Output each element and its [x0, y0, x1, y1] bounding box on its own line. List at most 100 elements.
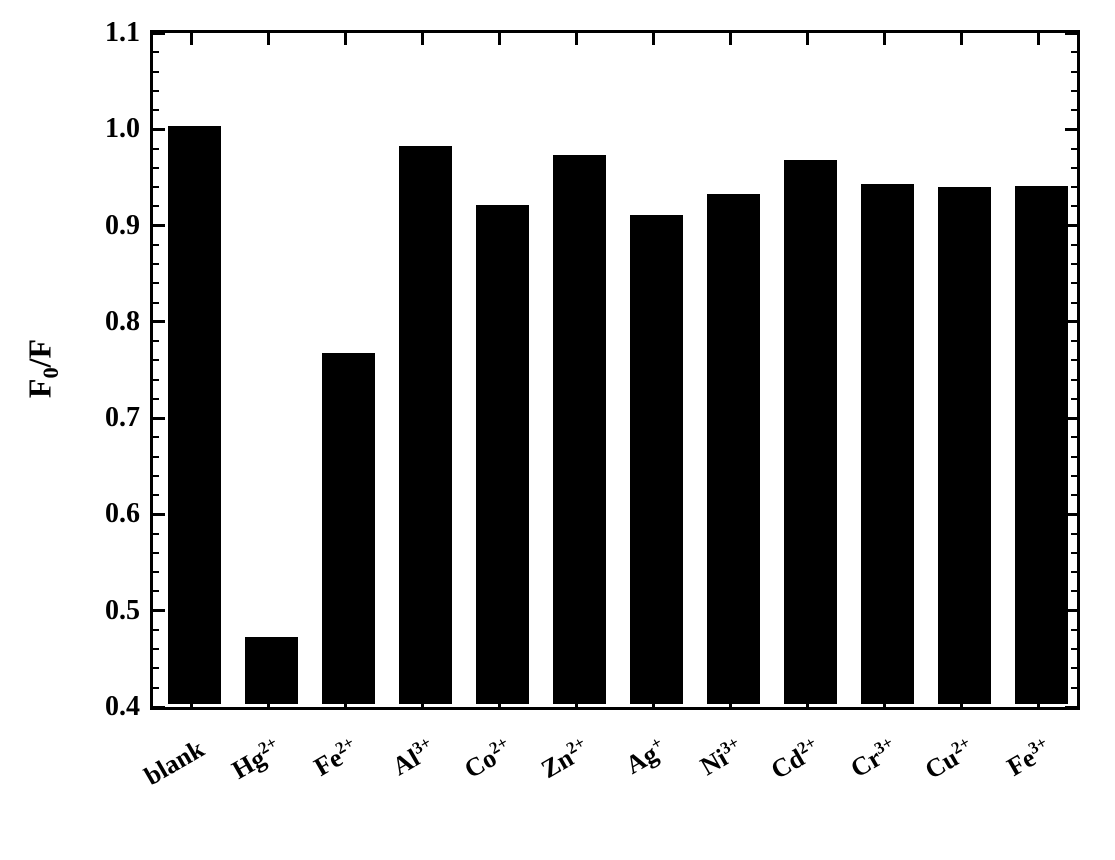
- y-tick-minor: [153, 533, 159, 535]
- x-tick-major: [806, 695, 809, 707]
- chart-container: F0/F 0.40.50.60.70.80.91.01.1 blankHg2+F…: [0, 0, 1115, 846]
- bar: [1015, 186, 1069, 704]
- y-tick-major: [153, 417, 165, 420]
- y-tick-major: [153, 513, 165, 516]
- x-tick-major: [267, 695, 270, 707]
- bar: [784, 160, 838, 704]
- bar: [245, 637, 299, 704]
- y-tick-minor: [153, 205, 159, 207]
- y-tick-major: [1065, 706, 1077, 709]
- y-tick-minor: [153, 379, 159, 381]
- bar: [938, 187, 992, 704]
- x-tick-major: [575, 33, 578, 45]
- bar: [630, 215, 684, 704]
- x-tick-major: [498, 695, 501, 707]
- y-tick-minor: [1071, 590, 1077, 592]
- y-tick-minor: [153, 51, 159, 53]
- x-tick-major: [575, 695, 578, 707]
- y-tick-major: [1065, 609, 1077, 612]
- y-tick-minor: [1071, 167, 1077, 169]
- bar: [476, 205, 530, 704]
- y-tick-minor: [1071, 205, 1077, 207]
- y-tick-minor: [153, 571, 159, 573]
- y-tick-minor: [153, 456, 159, 458]
- y-tick-minor: [153, 494, 159, 496]
- y-tick-minor: [153, 109, 159, 111]
- y-tick-minor: [153, 648, 159, 650]
- x-tick-major: [729, 33, 732, 45]
- y-tick-minor: [1071, 90, 1077, 92]
- y-tick-minor: [1071, 629, 1077, 631]
- y-tick-minor: [1071, 687, 1077, 689]
- y-tick-minor: [1071, 494, 1077, 496]
- x-tick-major: [344, 695, 347, 707]
- bar: [553, 155, 607, 704]
- y-tick-minor: [1071, 340, 1077, 342]
- y-tick-minor: [153, 186, 159, 188]
- y-tick-minor: [1071, 533, 1077, 535]
- y-tick-label: 0.5: [80, 595, 140, 627]
- y-tick-major: [1065, 128, 1077, 131]
- y-tick-minor: [153, 436, 159, 438]
- y-tick-minor: [153, 359, 159, 361]
- y-tick-minor: [1071, 552, 1077, 554]
- y-tick-minor: [153, 282, 159, 284]
- y-tick-major: [1065, 513, 1077, 516]
- y-tick-major: [1065, 32, 1077, 35]
- plot-area: [150, 30, 1080, 710]
- y-tick-minor: [1071, 436, 1077, 438]
- y-tick-minor: [1071, 648, 1077, 650]
- x-tick-major: [267, 33, 270, 45]
- y-tick-minor: [1071, 109, 1077, 111]
- x-tick-major: [960, 33, 963, 45]
- y-tick-minor: [1071, 263, 1077, 265]
- bar: [707, 194, 761, 704]
- bar: [861, 184, 915, 704]
- y-tick-major: [1065, 417, 1077, 420]
- y-tick-major: [153, 609, 165, 612]
- y-tick-minor: [1071, 71, 1077, 73]
- y-tick-minor: [1071, 282, 1077, 284]
- y-tick-minor: [153, 302, 159, 304]
- x-tick-major: [883, 33, 886, 45]
- y-tick-minor: [153, 340, 159, 342]
- y-tick-label: 1.0: [80, 113, 140, 145]
- x-tick-major: [729, 695, 732, 707]
- x-tick-major: [190, 695, 193, 707]
- y-tick-minor: [153, 167, 159, 169]
- y-tick-minor: [153, 398, 159, 400]
- x-tick-major: [1037, 33, 1040, 45]
- y-tick-minor: [1071, 398, 1077, 400]
- x-tick-major: [421, 695, 424, 707]
- bar: [322, 353, 376, 704]
- y-tick-major: [153, 32, 165, 35]
- y-tick-minor: [1071, 244, 1077, 246]
- bar: [168, 126, 222, 704]
- y-axis-title: F0/F: [22, 329, 59, 409]
- y-tick-major: [153, 128, 165, 131]
- y-tick-minor: [1071, 456, 1077, 458]
- y-tick-minor: [153, 590, 159, 592]
- y-tick-minor: [153, 244, 159, 246]
- bars-layer: [153, 33, 1077, 707]
- x-tick-major: [960, 695, 963, 707]
- x-tick-major: [652, 33, 655, 45]
- y-tick-minor: [153, 667, 159, 669]
- x-tick-major: [190, 33, 193, 45]
- y-tick-minor: [153, 552, 159, 554]
- y-tick-label: 0.7: [80, 402, 140, 434]
- y-tick-major: [153, 706, 165, 709]
- x-tick-major: [498, 33, 501, 45]
- y-tick-minor: [153, 629, 159, 631]
- y-tick-minor: [153, 687, 159, 689]
- y-tick-minor: [153, 148, 159, 150]
- y-tick-minor: [1071, 667, 1077, 669]
- y-tick-label: 0.8: [80, 306, 140, 338]
- y-tick-minor: [1071, 51, 1077, 53]
- y-tick-major: [1065, 224, 1077, 227]
- x-tick-major: [344, 33, 347, 45]
- y-tick-minor: [1071, 148, 1077, 150]
- y-tick-minor: [153, 71, 159, 73]
- bar: [399, 146, 453, 704]
- y-tick-minor: [1071, 186, 1077, 188]
